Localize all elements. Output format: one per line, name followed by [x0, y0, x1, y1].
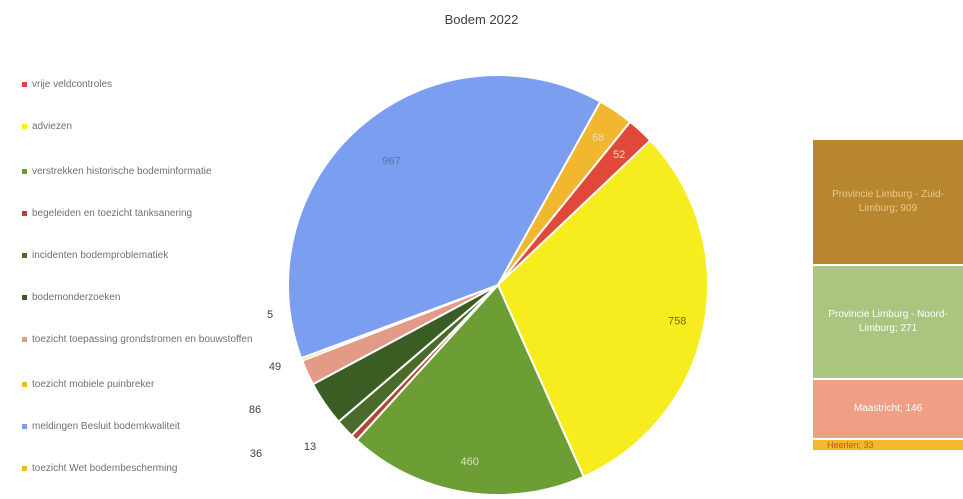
legend-swatch: [22, 169, 27, 174]
legend-item: bodemonderzoeken: [22, 291, 282, 304]
legend-swatch: [22, 253, 27, 258]
legend-label: begeleiden en toezicht tanksanering: [32, 208, 193, 219]
pie-data-label: 758: [668, 316, 686, 328]
bar-segment: Maastricht; 146: [813, 380, 963, 438]
pie-data-label: 967: [382, 156, 400, 168]
legend-swatch: [22, 211, 27, 216]
legend-swatch: [22, 82, 27, 87]
pie-data-label: 49: [269, 361, 281, 373]
legend-label: incidenten bodemproblematiek: [32, 250, 169, 261]
legend-label: vrije veldcontroles: [32, 79, 113, 90]
legend-swatch: [22, 295, 27, 300]
legend-label: meldingen Besluit bodemkwaliteit: [32, 421, 180, 432]
legend-label: toezicht Wet bodembescherming: [32, 463, 178, 474]
legend-item: verstrekken historische bodeminformatie: [22, 165, 282, 178]
legend-swatch: [22, 466, 27, 471]
bar-segment: Provincie Limburg - Zuid-Limburg; 909: [813, 140, 963, 264]
bar-segment-label: Provincie Limburg - Noord-Limburg; 271: [828, 309, 948, 334]
pie-data-label: 36: [250, 448, 262, 460]
bar-segment-label: Provincie Limburg - Zuid-Limburg; 909: [832, 189, 944, 214]
pie-slice: [497, 100, 632, 286]
legend-swatch: [22, 382, 27, 387]
pie-data-label: 5: [267, 309, 273, 321]
pie-slice: [496, 139, 709, 479]
legend-label: bodemonderzoeken: [32, 292, 121, 303]
legend-item: toezicht mobiele puinbreker: [22, 378, 282, 391]
legend-item: adviezen: [22, 120, 282, 133]
legend-item: incidenten bodemproblematiek: [22, 249, 282, 262]
legend-label: toezicht mobiele puinbreker: [32, 379, 155, 390]
legend-item: vrije veldcontroles: [22, 78, 282, 91]
legend-label: adviezen: [32, 121, 73, 132]
legend-swatch: [22, 337, 27, 342]
legend-item: toezicht toepassing grondstromen en bouw…: [22, 333, 282, 346]
legend-item: begeleiden en toezicht tanksanering: [22, 207, 282, 220]
pie-slice: [287, 74, 602, 360]
bar-segment: Provincie Limburg - Noord-Limburg; 271: [813, 266, 963, 378]
legend-swatch: [22, 124, 27, 129]
pie-data-label: 52: [613, 149, 625, 161]
legend-swatch: [22, 424, 27, 429]
chart-title: Bodem 2022: [444, 12, 519, 27]
bar-segment: Heerlen; 33: [813, 440, 963, 450]
legend-item: toezicht Wet bodembescherming: [22, 462, 282, 475]
pie-data-label: 13: [304, 441, 316, 453]
pie-data-label: 86: [249, 404, 261, 416]
pie-data-label: 68: [592, 132, 604, 144]
bar-segment-label: Heerlen; 33: [827, 440, 874, 450]
legend-item: meldingen Besluit bodemkwaliteit: [22, 420, 282, 433]
bar-segment-label: Maastricht; 146: [853, 403, 923, 414]
pie-data-label: 460: [461, 456, 479, 468]
legend-label: toezicht toepassing grondstromen en bouw…: [32, 334, 253, 345]
pie-slice: [355, 283, 586, 496]
legend-label: verstrekken historische bodeminformatie: [32, 166, 212, 177]
